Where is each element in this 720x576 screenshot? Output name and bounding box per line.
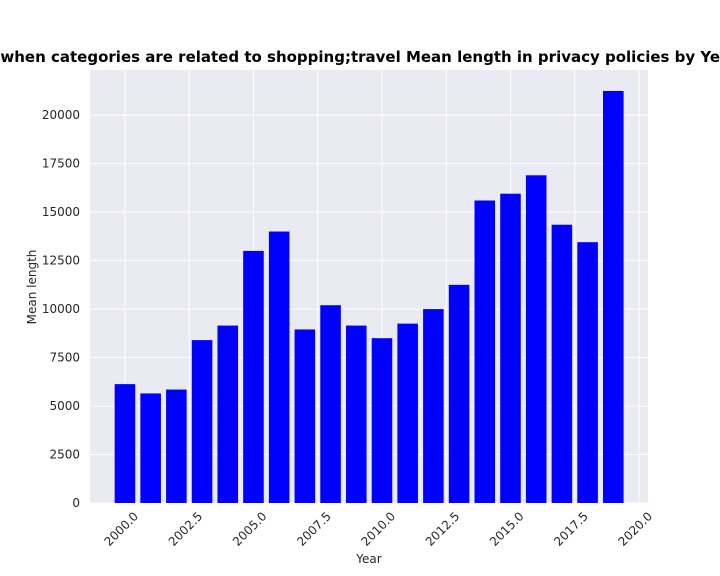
y-axis-label: Mean length [25,250,39,325]
y-tick-label: 5000 [49,399,80,413]
bar [500,193,521,503]
bar [217,325,239,503]
bar [166,389,187,503]
y-tick-label: 20000 [42,108,80,122]
y-tick-label: 17500 [42,157,80,171]
x-tick-label: 2005.0 [230,509,270,549]
x-tick-label: 2010.0 [359,509,399,549]
bars [114,90,624,504]
bar [525,175,547,503]
bar [577,242,598,504]
x-tick-label: 2020.0 [616,509,656,549]
x-tick-label: 2007.5 [294,509,334,549]
bar [423,309,444,503]
bar [320,305,341,503]
bar [397,323,418,503]
y-tick-label: 2500 [49,448,80,462]
bar [551,224,573,503]
y-tick-label: 7500 [49,351,80,365]
y-tick-label: 10000 [42,302,80,316]
bar [243,250,264,503]
x-tick-label: 2012.5 [423,509,463,549]
y-tick-label: 12500 [42,254,80,268]
bar [268,231,290,503]
bar [371,338,393,503]
chart-title: when categories are related to shopping;… [0,48,720,66]
bar [345,325,367,503]
bar [294,329,316,503]
x-tick-label: 2002.5 [166,509,206,549]
bar [474,200,496,504]
bar [448,284,470,503]
bar [114,384,136,503]
x-axis-label: Year [355,552,381,566]
y-tick-label: 15000 [42,205,80,219]
bar [191,340,213,503]
x-tick-label: 2000.0 [101,509,141,549]
bar [140,393,161,503]
x-tick-label: 2017.5 [551,509,591,549]
y-tick-label: 0 [72,496,80,510]
bar [603,90,624,503]
x-tick-label: 2015.0 [487,509,527,549]
